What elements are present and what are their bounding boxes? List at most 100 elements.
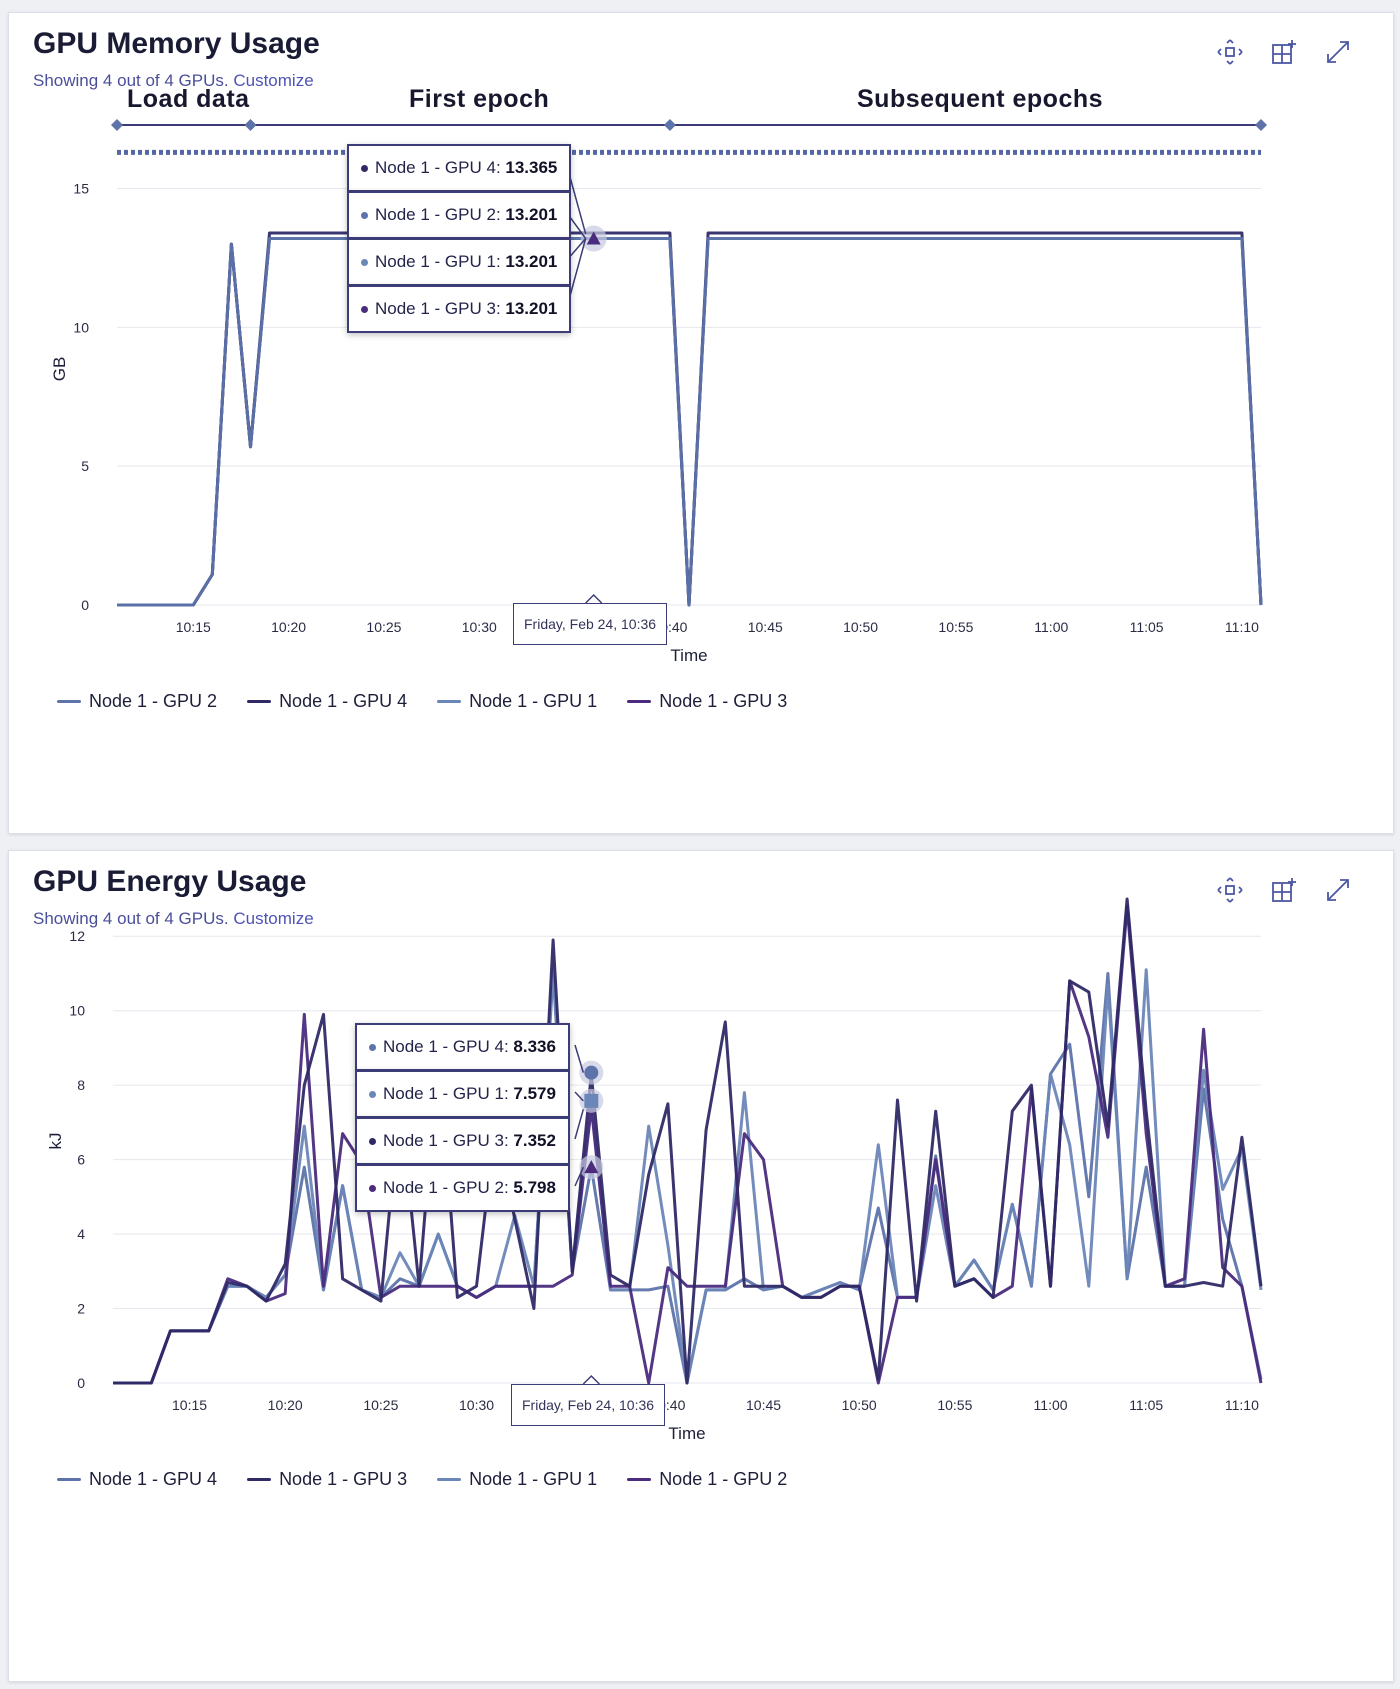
expand-icon[interactable] — [1323, 37, 1353, 67]
y-tick-label: 0 — [81, 597, 89, 613]
tooltip-label: Node 1 - GPU 4: — [375, 158, 506, 177]
memory-panel: GPU Memory Usage Showing 4 out of 4 GPUs… — [8, 12, 1394, 834]
x-tick-label: 11:10 — [1225, 1397, 1259, 1413]
energy-chart: 02468101210:1510:2010:2510:3010:3510:401… — [46, 897, 1263, 1443]
tooltip-connector — [574, 1109, 585, 1140]
legend-item[interactable]: Node 1 - GPU 4 — [57, 1469, 217, 1490]
hover-marker — [584, 1160, 599, 1174]
hover-marker — [586, 231, 601, 245]
tooltip-label: Node 1 - GPU 3: — [375, 299, 506, 318]
tooltip-value: 13.201 — [505, 205, 558, 224]
tooltip-entry: Node 1 - GPU 2: 13.201 — [347, 191, 572, 239]
time-tooltip: Friday, Feb 24, 10:36 — [513, 603, 668, 645]
phase-marker — [111, 119, 123, 131]
energy-panel: GPU Energy Usage Showing 4 out of 4 GPUs… — [8, 850, 1394, 1682]
chart-legend: Node 1 - GPU 2 Node 1 - GPU 4 Node 1 - G… — [57, 691, 787, 712]
y-tick-label: 10 — [69, 1003, 85, 1019]
y-tick-label: 8 — [77, 1077, 85, 1093]
legend-item[interactable]: Node 1 - GPU 3 — [247, 1469, 407, 1490]
panel-toolbar — [1215, 875, 1353, 905]
tooltip-label: Node 1 - GPU 1: — [383, 1084, 514, 1103]
x-tick-label: 10:20 — [271, 619, 306, 635]
series-dot — [361, 259, 368, 267]
series-dot — [361, 306, 368, 314]
legend-item[interactable]: Node 1 - GPU 1 — [437, 691, 597, 712]
x-tick-label: 10:50 — [842, 1397, 877, 1413]
x-tick-label: 10:30 — [462, 619, 497, 635]
x-tick-label: 10:15 — [176, 619, 211, 635]
series-line — [117, 237, 1263, 607]
y-tick-label: 10 — [73, 319, 89, 335]
x-tick-label: 10:25 — [363, 1397, 398, 1413]
legend-label: Node 1 - GPU 1 — [469, 1469, 598, 1489]
tooltip-value: 7.352 — [513, 1131, 556, 1150]
x-tick-label: 10:45 — [746, 1397, 781, 1413]
legend-label: Node 1 - GPU 1 — [469, 691, 598, 711]
phase-label-subsequent: Subsequent epochs — [857, 85, 1104, 113]
subtitle-text: Showing 4 out of 4 GPUs. — [33, 909, 229, 928]
x-tick-label: 10:15 — [172, 1397, 207, 1413]
hover-marker — [584, 1065, 599, 1080]
legend-item[interactable]: Node 1 - GPU 2 — [627, 1469, 787, 1490]
x-axis-title: Time — [668, 1424, 705, 1443]
x-tick-label: 10:55 — [938, 619, 973, 635]
series-line — [113, 904, 1263, 1385]
panel-title: GPU Energy Usage — [33, 865, 307, 898]
tooltip-entry: Node 1 - GPU 1: 13.201 — [347, 238, 572, 286]
panel-subtitle: Showing 4 out of 4 GPUs. Customize — [33, 71, 314, 91]
x-tick-label: 11:00 — [1034, 1397, 1068, 1413]
legend-item[interactable]: Node 1 - GPU 4 — [247, 691, 407, 712]
x-tick-label: 11:10 — [1225, 619, 1259, 635]
time-tooltip: Friday, Feb 24, 10:36 — [511, 1384, 666, 1426]
legend-swatch — [437, 700, 462, 703]
legend-label: Node 1 - GPU 4 — [89, 1469, 218, 1489]
x-tick-label: 10:25 — [366, 619, 401, 635]
tooltip-label: Node 1 - GPU 2: — [375, 205, 506, 224]
memory-chart: 05101510:1510:2010:2510:3010:3510:4010:4… — [50, 119, 1267, 665]
tooltip-entry: Node 1 - GPU 3: 7.352 — [355, 1117, 570, 1165]
phase-marker — [663, 119, 676, 131]
x-tick-label: 10:20 — [268, 1397, 303, 1413]
legend-swatch — [627, 1478, 652, 1481]
tooltip-entry: Node 1 - GPU 2: 5.798 — [355, 1164, 570, 1212]
tooltip-entry: Node 1 - GPU 1: 7.579 — [355, 1070, 570, 1118]
y-tick-label: 5 — [81, 458, 89, 474]
x-tick-label: 10:30 — [459, 1397, 494, 1413]
series-line — [117, 231, 1263, 607]
panel-subtitle: Showing 4 out of 4 GPUs. Customize — [33, 909, 314, 929]
legend-item[interactable]: Node 1 - GPU 1 — [437, 1469, 597, 1490]
tooltip-label: Node 1 - GPU 2: — [383, 1178, 514, 1197]
x-tick-label: 10:55 — [937, 1397, 972, 1413]
legend-swatch — [247, 700, 272, 703]
tooltip-entry: Node 1 - GPU 3: 13.201 — [347, 285, 572, 333]
time-tooltip-pointer — [582, 1374, 600, 1385]
tooltip-value: 13.201 — [505, 299, 558, 318]
panel-toolbar — [1215, 37, 1353, 67]
legend-swatch — [247, 1478, 272, 1481]
y-tick-label: 6 — [77, 1152, 85, 1168]
phase-label-load: Load data — [127, 85, 250, 113]
customize-link[interactable]: Customize — [233, 909, 314, 928]
legend-item[interactable]: Node 1 - GPU 2 — [57, 691, 217, 712]
hover-marker — [584, 1093, 599, 1108]
series-dot — [361, 212, 368, 220]
legend-item[interactable]: Node 1 - GPU 3 — [627, 691, 787, 712]
y-tick-label: 0 — [77, 1375, 85, 1391]
move-icon[interactable] — [1215, 37, 1245, 67]
y-tick-label: 15 — [73, 181, 89, 197]
add-panel-icon[interactable] — [1269, 875, 1299, 905]
series-line — [117, 237, 1263, 607]
add-panel-icon[interactable] — [1269, 37, 1299, 67]
tooltip-label: Node 1 - GPU 1: — [375, 252, 506, 271]
tooltip-entry: Node 1 - GPU 4: 8.336 — [355, 1023, 570, 1071]
move-icon[interactable] — [1215, 875, 1245, 905]
y-tick-label: 4 — [77, 1226, 85, 1242]
expand-icon[interactable] — [1323, 875, 1353, 905]
tooltip-connector — [574, 1166, 585, 1187]
customize-link[interactable]: Customize — [233, 71, 314, 90]
phase-label-first-epoch: First epoch — [409, 85, 550, 113]
tooltip-label: Node 1 - GPU 3: — [383, 1131, 514, 1150]
legend-label: Node 1 - GPU 4 — [279, 691, 408, 711]
subtitle-text: Showing 4 out of 4 GPUs. — [33, 71, 229, 90]
x-tick-label: 10:45 — [748, 619, 783, 635]
